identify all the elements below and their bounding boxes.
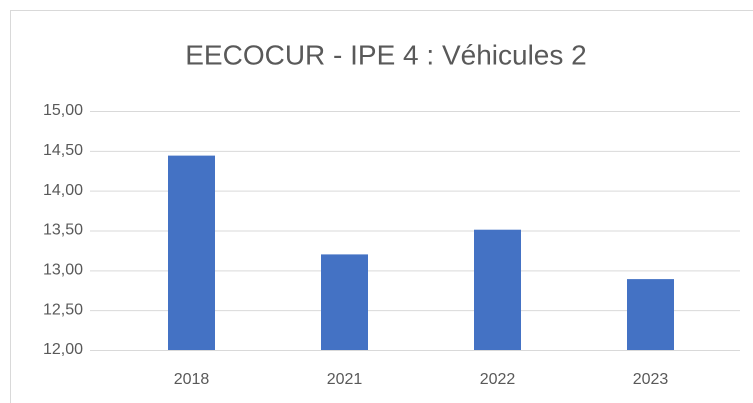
bar — [168, 155, 215, 350]
y-tick-label: 12,00 — [43, 341, 83, 358]
x-tick-label: 2021 — [327, 371, 363, 388]
y-tick-label: 13,00 — [43, 262, 83, 279]
y-tick-label: 14,50 — [43, 142, 83, 159]
y-tick-label: 15,00 — [43, 102, 83, 119]
bar — [321, 254, 368, 350]
y-tick-label: 12,50 — [43, 301, 83, 318]
x-tick-label: 2022 — [480, 371, 516, 388]
bar — [627, 279, 674, 350]
chart-title: EECOCUR - IPE 4 : Véhicules 2 — [185, 39, 586, 70]
x-tick-label: 2023 — [633, 371, 669, 388]
bar — [474, 229, 521, 350]
y-tick-label: 13,50 — [43, 222, 83, 239]
x-tick-label: 2018 — [174, 371, 210, 388]
y-tick-label: 14,00 — [43, 182, 83, 199]
